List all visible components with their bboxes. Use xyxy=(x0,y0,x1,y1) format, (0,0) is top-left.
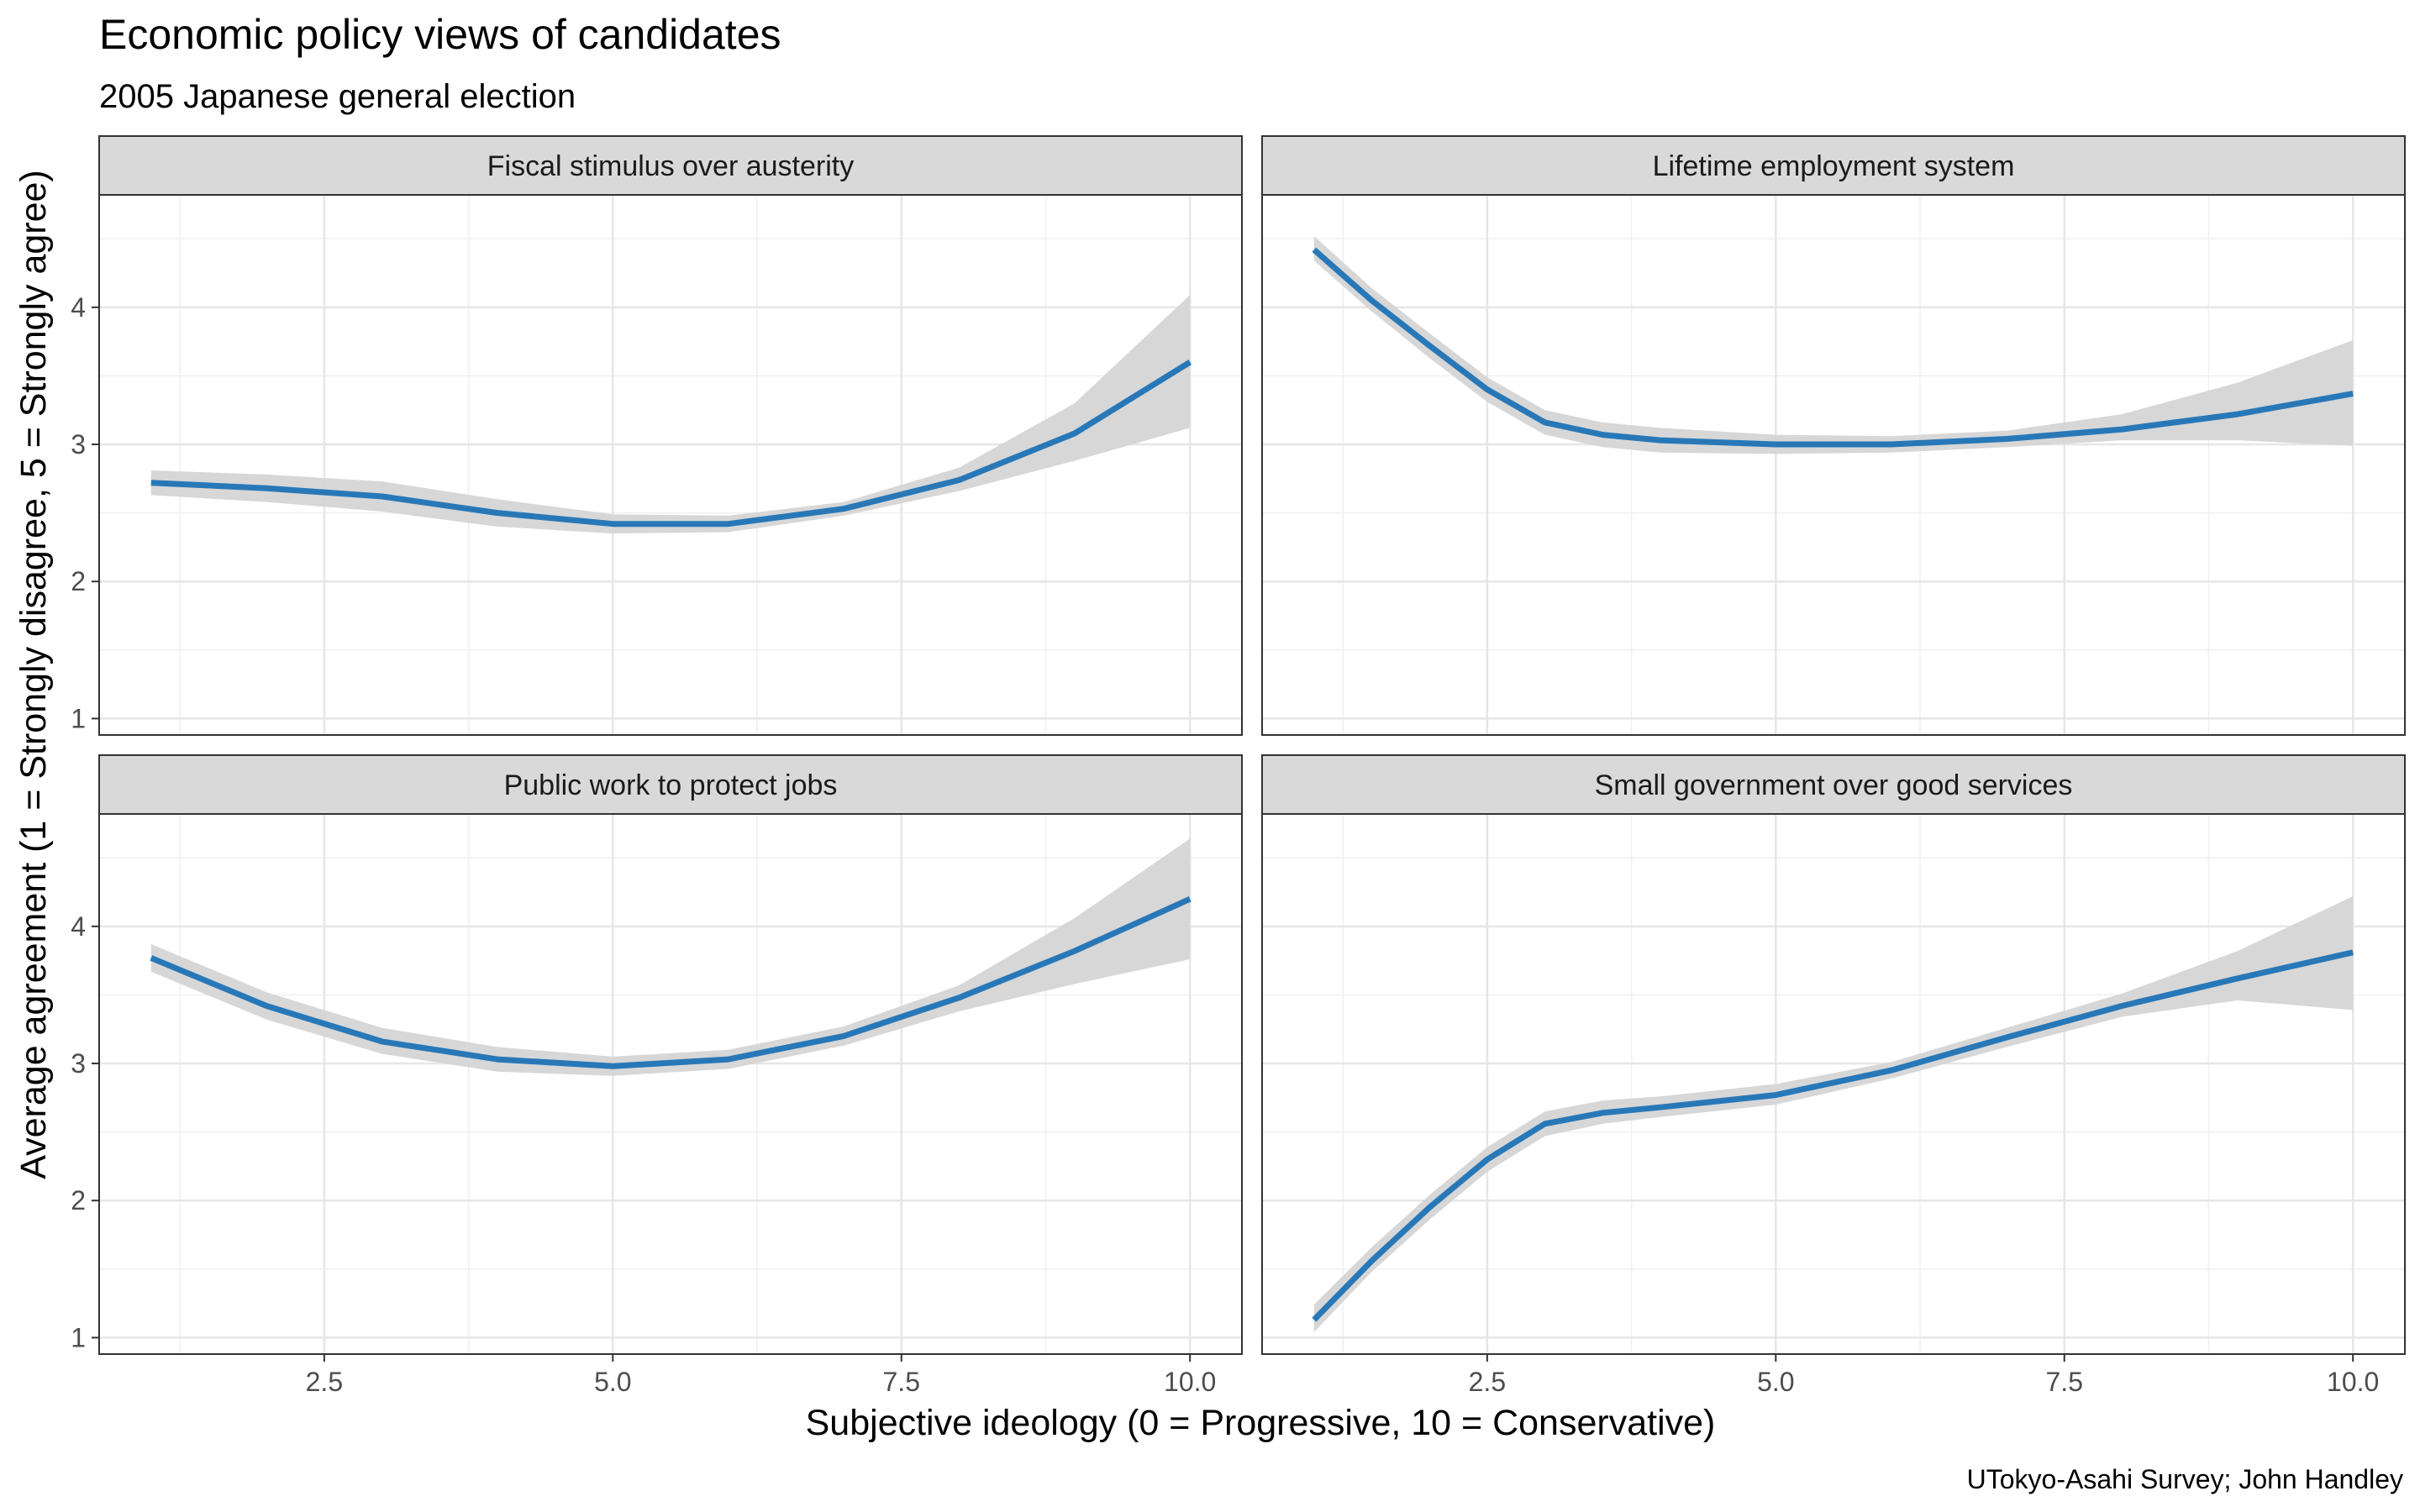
x-axis-labels: 2.5 5.0 7.5 10.0 2.5 5.0 7.5 10.0 xyxy=(306,1354,2379,1397)
x-tick-label: 7.5 xyxy=(2046,1367,2083,1397)
facet-strip xyxy=(98,754,1243,815)
panel-background xyxy=(99,195,1242,735)
y-tick-label: 1 xyxy=(71,1322,86,1352)
facet-strip xyxy=(1261,135,2406,196)
facet-panel: Public work to protect jobs xyxy=(98,754,1243,1355)
confidence-band xyxy=(1313,236,2354,454)
panel-background xyxy=(1262,195,2405,735)
y-tick-label: 1 xyxy=(71,703,86,733)
x-tick-label: 2.5 xyxy=(306,1367,343,1397)
chart-caption: UTokyo-Asahi Survey; John Handley xyxy=(1967,1464,2403,1494)
x-tick-label: 5.0 xyxy=(1757,1367,1794,1397)
facet-panel: Lifetime employment system xyxy=(1261,135,2406,736)
facet-panel: Fiscal stimulus over austerity xyxy=(98,135,1243,736)
y-axis-labels: 1 2 3 4 1 2 3 4 xyxy=(71,292,99,1352)
smooth-line xyxy=(150,360,1192,528)
confidence-band xyxy=(150,838,1191,1076)
facet-panels: Fiscal stimulus over austerity Lifetime e… xyxy=(98,135,2406,1355)
y-tick-label: 3 xyxy=(71,429,86,459)
facet-strip xyxy=(98,135,1243,196)
smooth-line xyxy=(1312,247,2354,448)
x-tick-label: 5.0 xyxy=(594,1367,631,1397)
facet-strip-label: Fiscal stimulus over austerity xyxy=(487,150,854,182)
facet-strip-label: Public work to protect jobs xyxy=(504,769,838,801)
y-tick-label: 2 xyxy=(71,1185,86,1215)
y-tick-label: 4 xyxy=(71,911,86,942)
chart-subtitle: 2005 Japanese general election xyxy=(99,78,576,115)
facet-strip-label: Small government over good services xyxy=(1595,769,2073,801)
x-axis-title: Subjective ideology (0 = Progressive, 10… xyxy=(806,1403,1716,1443)
chart-title: Economic policy views of candidates xyxy=(99,11,781,58)
x-tick-label: 7.5 xyxy=(883,1367,920,1397)
panel-background xyxy=(99,814,1242,1354)
y-tick-label: 3 xyxy=(71,1048,86,1079)
y-axis-title: Average agreement (1 = Strongly disagree… xyxy=(13,170,54,1179)
facet-panel: Small government over good services xyxy=(1261,754,2406,1355)
facet-strip-label: Lifetime employment system xyxy=(1653,150,2015,182)
x-tick-label: 10.0 xyxy=(2327,1367,2379,1397)
smooth-line xyxy=(150,896,1192,1069)
facet-strip xyxy=(1261,754,2406,815)
y-tick-label: 4 xyxy=(71,292,86,323)
confidence-band xyxy=(1313,895,2354,1332)
x-tick-label: 10.0 xyxy=(1164,1367,1216,1397)
x-tick-label: 2.5 xyxy=(1469,1367,1506,1397)
y-tick-label: 2 xyxy=(71,566,86,596)
smooth-line xyxy=(1312,949,2354,1322)
